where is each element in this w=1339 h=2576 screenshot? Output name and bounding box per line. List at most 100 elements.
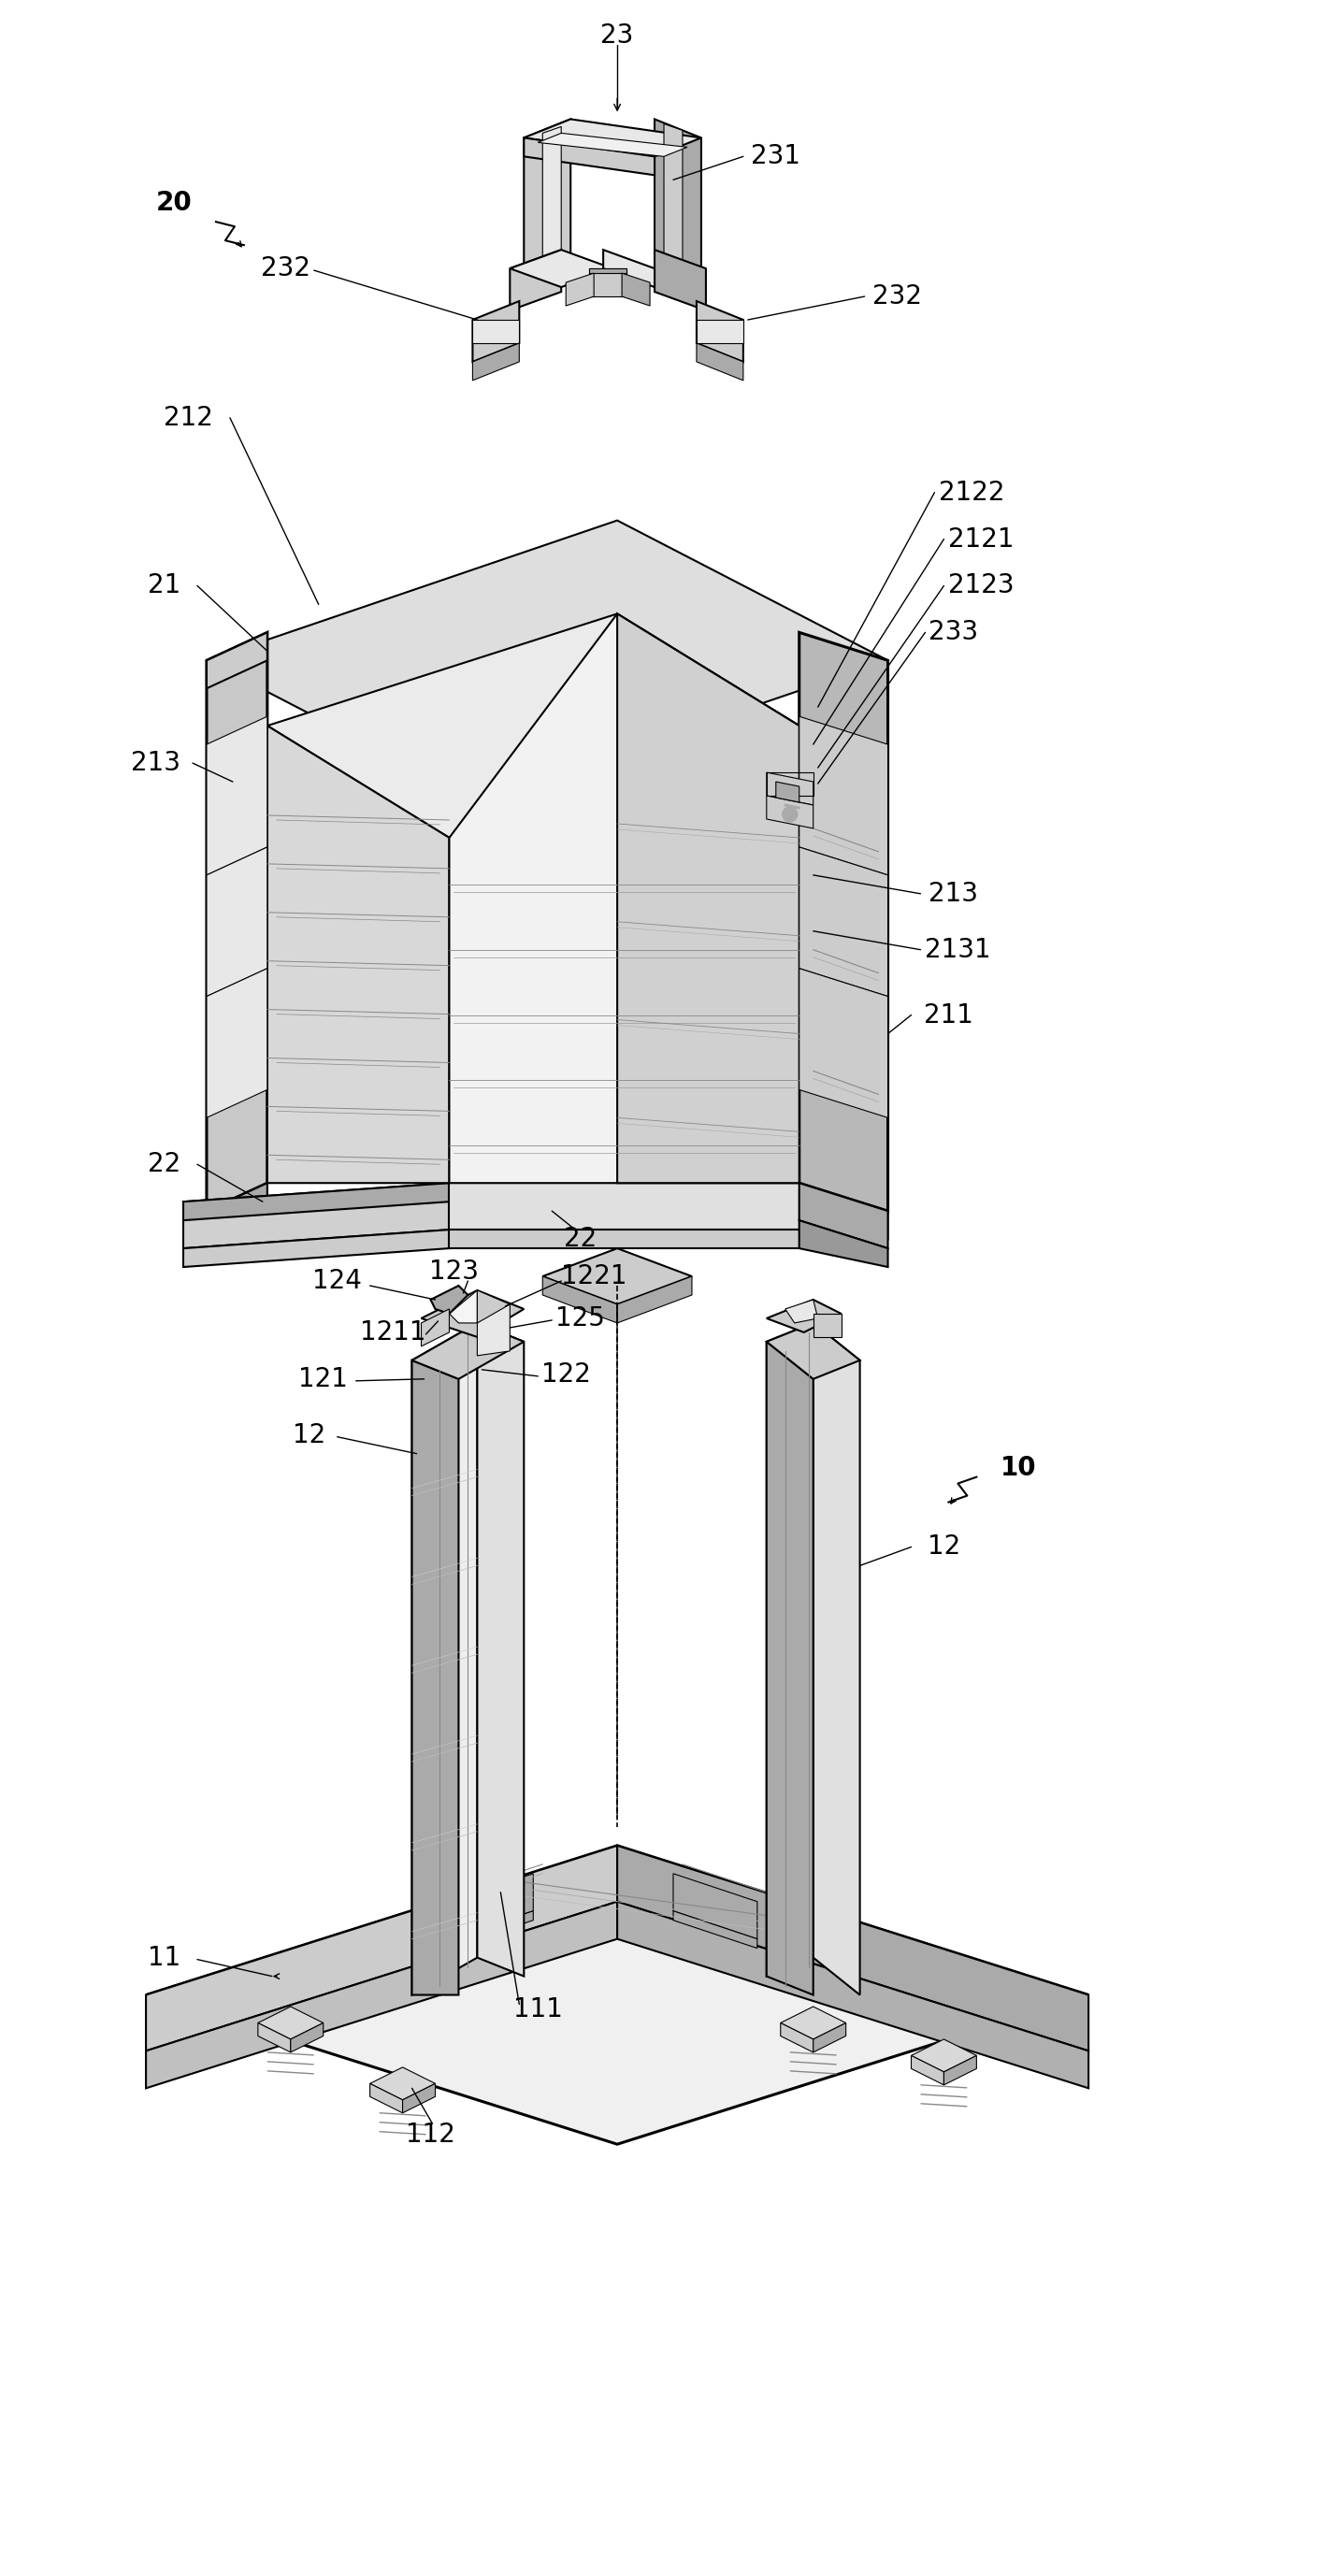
Polygon shape (412, 1324, 524, 1378)
Polygon shape (589, 268, 627, 273)
Polygon shape (206, 520, 888, 801)
Polygon shape (621, 273, 649, 307)
Polygon shape (781, 2007, 846, 2040)
Text: 122: 122 (541, 1360, 590, 1388)
Text: 213: 213 (928, 881, 977, 907)
Polygon shape (799, 848, 888, 997)
Polygon shape (696, 319, 743, 343)
Polygon shape (785, 1301, 818, 1324)
Polygon shape (146, 1901, 617, 2089)
Polygon shape (524, 118, 702, 157)
Text: 211: 211 (924, 1002, 973, 1028)
Polygon shape (542, 1275, 617, 1324)
Polygon shape (696, 301, 743, 361)
Polygon shape (566, 273, 595, 307)
Polygon shape (510, 250, 561, 312)
Polygon shape (412, 1360, 458, 1994)
Polygon shape (431, 1285, 467, 1314)
Text: 2121: 2121 (948, 526, 1014, 551)
Polygon shape (422, 1291, 524, 1337)
Polygon shape (450, 1229, 799, 1249)
Polygon shape (206, 1182, 268, 1239)
Text: 20: 20 (155, 191, 191, 216)
Polygon shape (206, 848, 268, 997)
Polygon shape (477, 1303, 510, 1355)
Polygon shape (146, 1844, 617, 2050)
Text: 213: 213 (130, 750, 179, 775)
Polygon shape (617, 613, 799, 1182)
Polygon shape (524, 137, 655, 175)
Text: 2123: 2123 (948, 572, 1014, 598)
Polygon shape (206, 634, 268, 1211)
Text: 232: 232 (873, 283, 923, 309)
Polygon shape (799, 716, 888, 876)
Polygon shape (799, 1221, 888, 1267)
Polygon shape (799, 1182, 888, 1239)
Text: 10: 10 (1000, 1455, 1036, 1481)
Polygon shape (450, 1911, 533, 1947)
Polygon shape (268, 726, 450, 1182)
Polygon shape (450, 613, 799, 1182)
Polygon shape (370, 2066, 435, 2099)
Polygon shape (799, 1182, 888, 1249)
Text: 124: 124 (312, 1267, 362, 1293)
Polygon shape (542, 126, 561, 286)
Polygon shape (674, 1873, 758, 1940)
Polygon shape (206, 634, 268, 688)
Text: 232: 232 (261, 255, 311, 281)
Polygon shape (655, 118, 702, 296)
Polygon shape (604, 250, 655, 286)
Text: 22: 22 (149, 1151, 181, 1177)
Polygon shape (524, 118, 570, 296)
Polygon shape (370, 2084, 403, 2112)
Polygon shape (589, 268, 627, 296)
Polygon shape (766, 1342, 813, 1994)
Polygon shape (617, 1844, 1089, 2050)
Polygon shape (696, 343, 743, 381)
Text: 111: 111 (513, 1996, 562, 2022)
Polygon shape (912, 2056, 944, 2084)
Polygon shape (766, 1301, 841, 1332)
Polygon shape (450, 1873, 533, 1940)
Text: 212: 212 (163, 404, 213, 430)
Polygon shape (664, 124, 683, 283)
Polygon shape (183, 1182, 450, 1249)
Polygon shape (146, 1844, 1089, 2143)
Text: 2131: 2131 (925, 938, 991, 963)
Polygon shape (766, 773, 813, 806)
Polygon shape (412, 1324, 477, 1994)
Polygon shape (206, 969, 268, 1118)
Polygon shape (766, 1324, 860, 1378)
Text: 121: 121 (299, 1365, 348, 1391)
Text: 1221: 1221 (561, 1262, 627, 1291)
Polygon shape (542, 1249, 692, 1303)
Polygon shape (450, 1182, 799, 1229)
Polygon shape (944, 2056, 976, 2084)
Polygon shape (183, 1229, 450, 1267)
Text: 125: 125 (556, 1306, 605, 1332)
Polygon shape (799, 634, 888, 1211)
Circle shape (782, 806, 797, 822)
Text: 231: 231 (751, 144, 801, 170)
Polygon shape (477, 1324, 524, 1976)
Polygon shape (799, 969, 888, 1118)
Polygon shape (781, 2022, 813, 2053)
Polygon shape (258, 2022, 291, 2053)
Polygon shape (813, 1314, 841, 1337)
Text: 233: 233 (928, 618, 977, 647)
Polygon shape (655, 250, 706, 312)
Text: 112: 112 (406, 2123, 455, 2148)
Polygon shape (183, 1182, 450, 1221)
Polygon shape (422, 1309, 450, 1347)
Polygon shape (473, 343, 520, 381)
Text: 2122: 2122 (939, 479, 1004, 505)
Polygon shape (538, 134, 687, 157)
Text: 21: 21 (149, 572, 181, 598)
Polygon shape (617, 1275, 692, 1324)
Polygon shape (473, 301, 520, 361)
Polygon shape (912, 2040, 976, 2071)
Polygon shape (473, 319, 520, 343)
Text: 11: 11 (149, 1945, 181, 1971)
Text: 1211: 1211 (360, 1319, 426, 1345)
Polygon shape (813, 1324, 860, 1994)
